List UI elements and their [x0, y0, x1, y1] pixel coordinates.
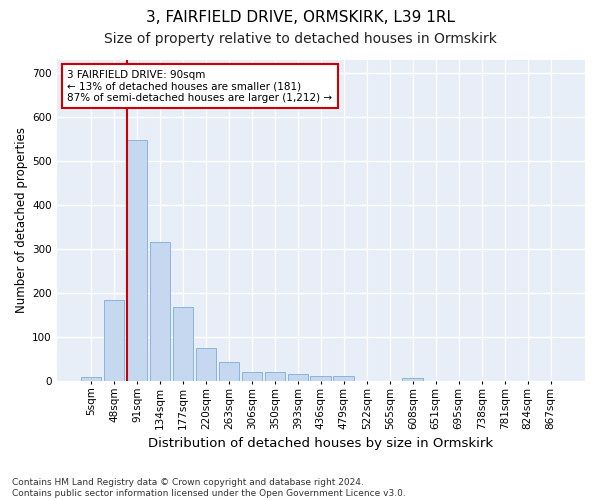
Bar [287, 374, 308, 381]
Bar [242, 372, 262, 381]
Bar [310, 376, 331, 381]
Bar [265, 372, 285, 381]
Bar [104, 300, 124, 381]
Bar [149, 242, 170, 381]
Text: Size of property relative to detached houses in Ormskirk: Size of property relative to detached ho… [104, 32, 496, 46]
Y-axis label: Number of detached properties: Number of detached properties [15, 128, 28, 314]
Bar [403, 378, 423, 381]
Bar [80, 376, 101, 381]
Bar [173, 307, 193, 381]
Bar [127, 140, 148, 381]
X-axis label: Distribution of detached houses by size in Ormskirk: Distribution of detached houses by size … [148, 437, 493, 450]
Text: Contains HM Land Registry data © Crown copyright and database right 2024.
Contai: Contains HM Land Registry data © Crown c… [12, 478, 406, 498]
Bar [196, 348, 216, 381]
Bar [218, 362, 239, 381]
Bar [334, 376, 354, 381]
Text: 3, FAIRFIELD DRIVE, ORMSKIRK, L39 1RL: 3, FAIRFIELD DRIVE, ORMSKIRK, L39 1RL [146, 10, 455, 25]
Text: 3 FAIRFIELD DRIVE: 90sqm
← 13% of detached houses are smaller (181)
87% of semi-: 3 FAIRFIELD DRIVE: 90sqm ← 13% of detach… [67, 70, 332, 103]
